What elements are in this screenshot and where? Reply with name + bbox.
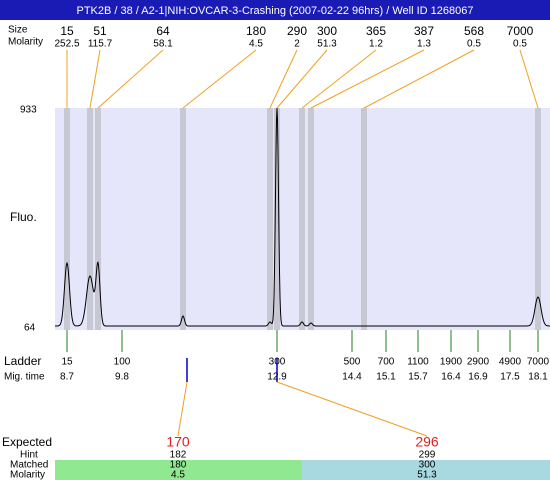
peak-connector [310, 49, 425, 109]
molarity-value: 51.3 [417, 470, 437, 480]
ladder-time: 14.4 [342, 372, 362, 383]
peak-size: 64 [156, 24, 170, 38]
peak-molarity: 1.3 [417, 39, 431, 50]
peak-size: 15 [60, 24, 74, 38]
ladder-size: 1100 [407, 357, 429, 368]
y-top-label: 933 [20, 105, 37, 116]
ladder-size: 500 [344, 357, 361, 368]
peak-connector [269, 49, 298, 109]
peak-molarity: 115.7 [88, 39, 113, 50]
ladder-label: Ladder [4, 354, 41, 368]
expected-value: 296 [415, 434, 439, 450]
y-bottom-label: 64 [24, 323, 36, 334]
ladder-time: 12.9 [267, 372, 287, 383]
ladder-time: 16.4 [441, 372, 461, 383]
peak-molarity: 252.5 [54, 39, 79, 50]
peak-molarity: 1.2 [369, 39, 383, 50]
peak-molarity: 51.3 [317, 39, 337, 50]
trace [55, 107, 550, 327]
peak-band [64, 108, 70, 330]
ladder-time: 16.9 [468, 372, 488, 383]
peak-band [87, 108, 93, 330]
expected-label: Expected [2, 435, 52, 449]
hint-value: 299 [419, 450, 436, 461]
peak-band [180, 108, 186, 330]
peak-connector [276, 49, 328, 109]
exp-molarity-label: Molarity [10, 470, 45, 480]
matched-label: Matched [10, 460, 48, 471]
peak-connector [301, 49, 377, 109]
matched-bg-1 [55, 460, 302, 480]
peak-molarity: 4.5 [249, 39, 263, 50]
ladder-size: 2900 [467, 357, 490, 368]
peak-connector [89, 49, 101, 109]
ladder-size: 4900 [499, 357, 522, 368]
ladder-size: 1900 [440, 357, 463, 368]
matched-value: 300 [419, 460, 436, 471]
peak-size: 568 [464, 24, 484, 38]
ladder-time: 18.1 [528, 372, 548, 383]
peak-band [308, 108, 314, 330]
mig-time-label: Mig. time [4, 372, 45, 383]
matched-value: 180 [170, 460, 187, 471]
size-label: Size [8, 25, 28, 36]
peak-size: 365 [366, 24, 386, 38]
ladder-time: 8.7 [60, 372, 74, 383]
peak-band [299, 108, 305, 330]
title: PTK2B / 38 / A2-1|NIH:OVCAR-3-Crashing (… [76, 5, 473, 17]
matched-bg-2 [302, 460, 550, 480]
peak-molarity: 58.1 [153, 39, 173, 50]
peak-molarity: 0.5 [513, 39, 527, 50]
connector [177, 381, 188, 437]
peak-band [274, 108, 280, 330]
peak-molarity: 0.5 [467, 39, 481, 50]
peak-connector [97, 49, 164, 109]
peak-connector [182, 49, 257, 109]
ladder-size: 15 [61, 357, 73, 368]
peak-band [535, 108, 541, 330]
peak-size: 290 [287, 24, 307, 38]
connector [276, 381, 428, 437]
ladder-size: 300 [269, 357, 286, 368]
ladder-size: 100 [114, 357, 131, 368]
peak-size: 300 [317, 24, 337, 38]
molarity-label: Molarity [8, 37, 43, 48]
y-axis-label: Fluo. [10, 210, 37, 224]
peak-size: 51 [93, 24, 107, 38]
ladder-time: 9.8 [115, 372, 129, 383]
molarity-value: 4.5 [171, 470, 185, 480]
peak-band [361, 108, 367, 330]
hint-value: 182 [170, 450, 187, 461]
ladder-size: 700 [378, 357, 395, 368]
peak-connector [363, 49, 475, 109]
peak-band [267, 108, 273, 330]
ladder-size: 7000 [527, 357, 550, 368]
ladder-time: 17.5 [500, 372, 520, 383]
peak-size: 387 [414, 24, 434, 38]
ladder-time: 15.7 [408, 372, 428, 383]
peak-connector [519, 49, 539, 109]
title-bar [0, 0, 550, 20]
hint-label: Hint [20, 450, 38, 461]
peak-size: 7000 [507, 24, 534, 38]
peak-molarity: 2 [294, 39, 300, 50]
expected-value: 170 [166, 434, 190, 450]
ladder-time: 15.1 [376, 372, 396, 383]
peak-size: 180 [246, 24, 266, 38]
peak-band [95, 108, 101, 330]
